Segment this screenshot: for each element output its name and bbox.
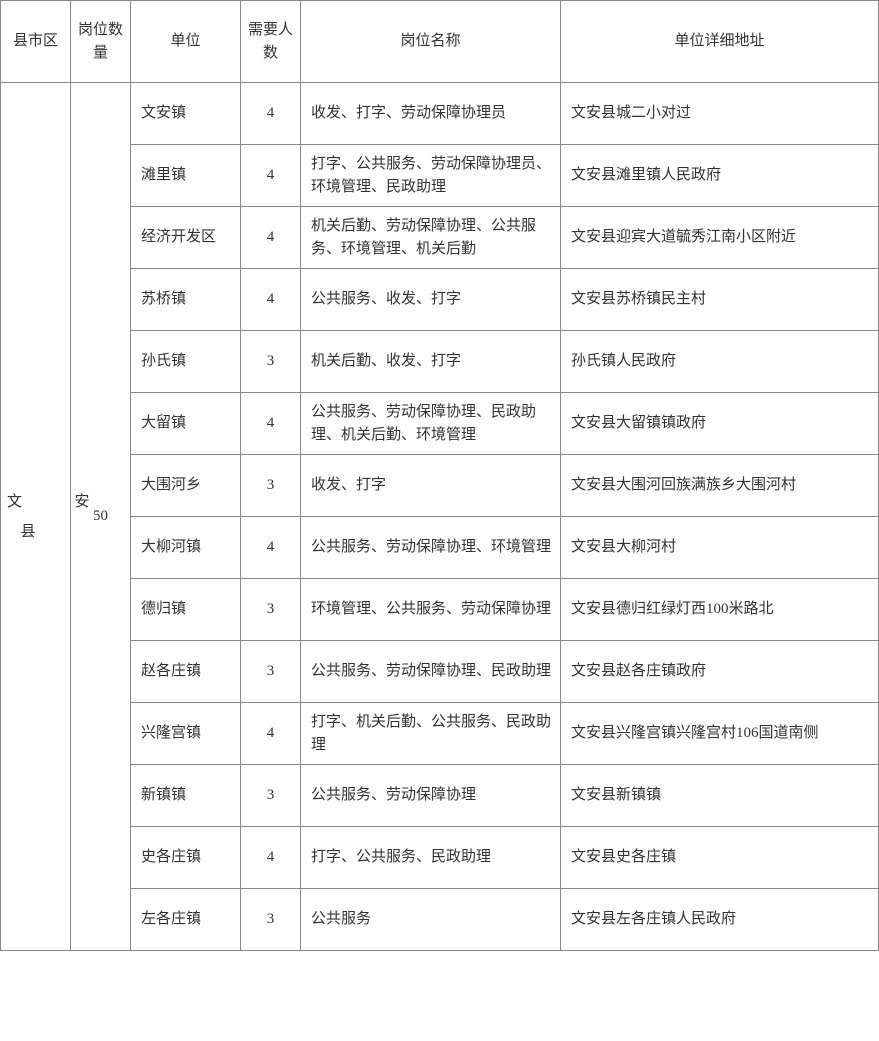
people-cell: 4 [241, 269, 301, 331]
position-cell: 打字、机关后勤、公共服务、民政助理 [301, 703, 561, 765]
position-cell: 公共服务、收发、打字 [301, 269, 561, 331]
address-cell: 文安县苏桥镇民主村 [561, 269, 879, 331]
people-cell: 4 [241, 83, 301, 145]
unit-cell: 德归镇 [131, 579, 241, 641]
people-cell: 4 [241, 827, 301, 889]
address-cell: 文安县大留镇镇政府 [561, 393, 879, 455]
district-cell: 文 安县 [1, 83, 71, 951]
table-row: 滩里镇4打字、公共服务、劳动保障协理员、环境管理、民政助理文安县滩里镇人民政府 [1, 145, 879, 207]
table-row: 赵各庄镇3公共服务、劳动保障协理、民政助理文安县赵各庄镇政府 [1, 641, 879, 703]
people-cell: 3 [241, 331, 301, 393]
unit-cell: 大留镇 [131, 393, 241, 455]
table-row: 大留镇4公共服务、劳动保障协理、民政助理、机关后勤、环境管理文安县大留镇镇政府 [1, 393, 879, 455]
position-cell: 公共服务、劳动保障协理、环境管理 [301, 517, 561, 579]
people-cell: 3 [241, 455, 301, 517]
people-cell: 3 [241, 765, 301, 827]
address-cell: 文安县兴隆宫镇兴隆宫村106国道南侧 [561, 703, 879, 765]
address-cell: 孙氏镇人民政府 [561, 331, 879, 393]
position-cell: 环境管理、公共服务、劳动保障协理 [301, 579, 561, 641]
address-cell: 文安县城二小对过 [561, 83, 879, 145]
address-cell: 文安县滩里镇人民政府 [561, 145, 879, 207]
header-unit: 单位 [131, 1, 241, 83]
table-row: 左各庄镇3公共服务文安县左各庄镇人民政府 [1, 889, 879, 951]
table-row: 德归镇3环境管理、公共服务、劳动保障协理文安县德归红绿灯西100米路北 [1, 579, 879, 641]
table-row: 孙氏镇3机关后勤、收发、打字孙氏镇人民政府 [1, 331, 879, 393]
position-cell: 机关后勤、收发、打字 [301, 331, 561, 393]
header-address: 单位详细地址 [561, 1, 879, 83]
unit-cell: 滩里镇 [131, 145, 241, 207]
position-cell: 收发、打字、劳动保障协理员 [301, 83, 561, 145]
address-cell: 文安县史各庄镇 [561, 827, 879, 889]
position-cell: 打字、公共服务、劳动保障协理员、环境管理、民政助理 [301, 145, 561, 207]
positions-table: 县市区 岗位数量 单位 需要人数 岗位名称 单位详细地址 文 安县50文安镇4收… [0, 0, 879, 951]
unit-cell: 赵各庄镇 [131, 641, 241, 703]
header-district: 县市区 [1, 1, 71, 83]
table-row: 文 安县50文安镇4收发、打字、劳动保障协理员文安县城二小对过 [1, 83, 879, 145]
unit-cell: 孙氏镇 [131, 331, 241, 393]
table-row: 苏桥镇4公共服务、收发、打字文安县苏桥镇民主村 [1, 269, 879, 331]
address-cell: 文安县大围河回族满族乡大围河村 [561, 455, 879, 517]
table-row: 兴隆宫镇4打字、机关后勤、公共服务、民政助理文安县兴隆宫镇兴隆宫村106国道南侧 [1, 703, 879, 765]
position-cell: 公共服务 [301, 889, 561, 951]
table-row: 大围河乡3收发、打字文安县大围河回族满族乡大围河村 [1, 455, 879, 517]
table-row: 经济开发区4机关后勤、劳动保障协理、公共服务、环境管理、机关后勤文安县迎宾大道毓… [1, 207, 879, 269]
table-body: 文 安县50文安镇4收发、打字、劳动保障协理员文安县城二小对过滩里镇4打字、公共… [1, 83, 879, 951]
people-cell: 3 [241, 641, 301, 703]
address-cell: 文安县迎宾大道毓秀江南小区附近 [561, 207, 879, 269]
total-count-cell: 50 [71, 83, 131, 951]
unit-cell: 大围河乡 [131, 455, 241, 517]
position-cell: 公共服务、劳动保障协理、民政助理 [301, 641, 561, 703]
people-cell: 3 [241, 889, 301, 951]
header-position: 岗位名称 [301, 1, 561, 83]
address-cell: 文安县大柳河村 [561, 517, 879, 579]
table-row: 大柳河镇4公共服务、劳动保障协理、环境管理文安县大柳河村 [1, 517, 879, 579]
unit-cell: 大柳河镇 [131, 517, 241, 579]
people-cell: 4 [241, 207, 301, 269]
people-cell: 4 [241, 145, 301, 207]
people-cell: 4 [241, 393, 301, 455]
address-cell: 文安县左各庄镇人民政府 [561, 889, 879, 951]
table-header-row: 县市区 岗位数量 单位 需要人数 岗位名称 单位详细地址 [1, 1, 879, 83]
address-cell: 文安县新镇镇 [561, 765, 879, 827]
position-cell: 收发、打字 [301, 455, 561, 517]
position-cell: 公共服务、劳动保障协理、民政助理、机关后勤、环境管理 [301, 393, 561, 455]
address-cell: 文安县德归红绿灯西100米路北 [561, 579, 879, 641]
unit-cell: 新镇镇 [131, 765, 241, 827]
unit-cell: 左各庄镇 [131, 889, 241, 951]
people-cell: 4 [241, 517, 301, 579]
position-cell: 公共服务、劳动保障协理 [301, 765, 561, 827]
table-row: 新镇镇3公共服务、劳动保障协理文安县新镇镇 [1, 765, 879, 827]
position-cell: 打字、公共服务、民政助理 [301, 827, 561, 889]
unit-cell: 苏桥镇 [131, 269, 241, 331]
header-count: 岗位数量 [71, 1, 131, 83]
table-row: 史各庄镇4打字、公共服务、民政助理文安县史各庄镇 [1, 827, 879, 889]
unit-cell: 文安镇 [131, 83, 241, 145]
header-people: 需要人数 [241, 1, 301, 83]
people-cell: 4 [241, 703, 301, 765]
unit-cell: 经济开发区 [131, 207, 241, 269]
address-cell: 文安县赵各庄镇政府 [561, 641, 879, 703]
unit-cell: 兴隆宫镇 [131, 703, 241, 765]
unit-cell: 史各庄镇 [131, 827, 241, 889]
people-cell: 3 [241, 579, 301, 641]
position-cell: 机关后勤、劳动保障协理、公共服务、环境管理、机关后勤 [301, 207, 561, 269]
